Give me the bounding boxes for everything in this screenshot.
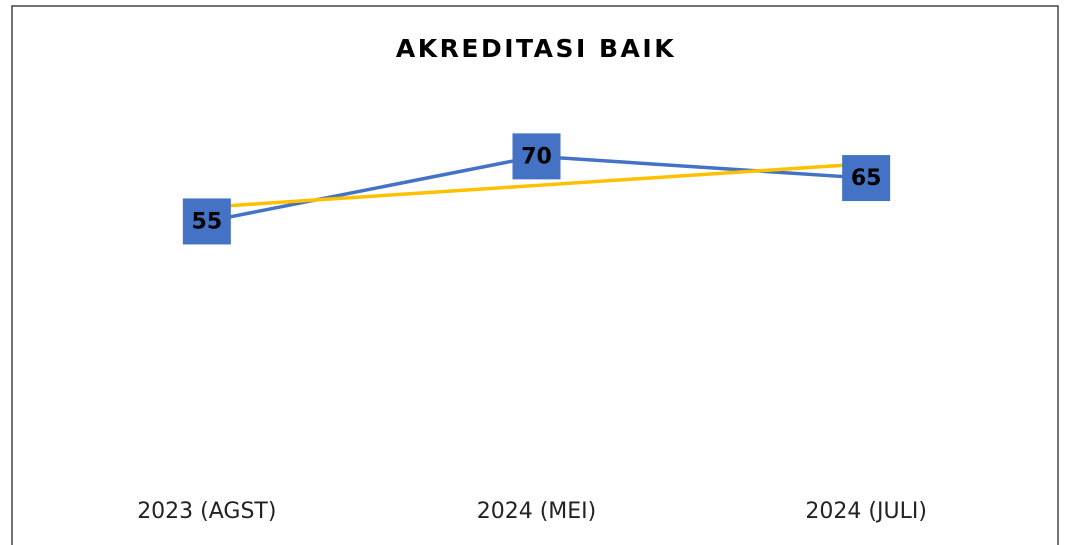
series-line [206,162,867,209]
data-label: 65 [851,166,882,191]
data-label-box [512,133,561,180]
data-label-box [842,155,891,202]
data-label: 55 [192,209,223,234]
data-label: 70 [521,144,552,169]
chart-frame [11,5,1059,545]
x-tick-label: 2024 (JULI) [805,499,926,524]
chart-title: AKREDITASI BAIK [396,34,676,63]
x-tick-label: 2023 (AGST) [137,499,276,524]
data-label-box [182,198,231,245]
x-tick-label: 2024 (MEI) [477,499,597,524]
